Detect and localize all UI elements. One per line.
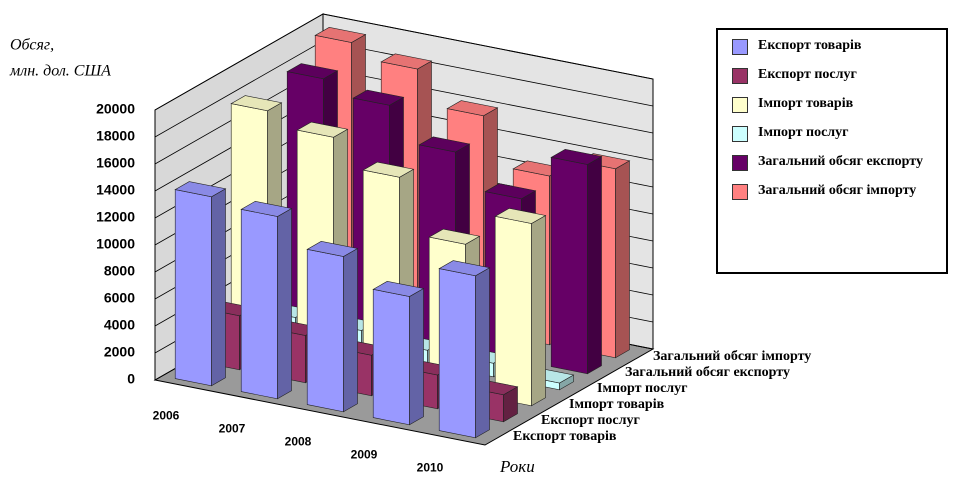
bar-top	[418, 136, 471, 153]
legend-item: Експорт послуг	[724, 67, 940, 84]
x-tick-label: 2008	[285, 435, 312, 449]
depth-label: Загальний обсяг імпорту	[653, 349, 811, 364]
x-tick-label: 2010	[417, 461, 444, 475]
bar-top	[428, 228, 481, 245]
legend-item: Загальний обсяг імпорту	[724, 183, 940, 200]
bar-top	[240, 201, 293, 217]
legend-swatch	[732, 184, 748, 200]
y-tick-label: 0	[127, 371, 135, 387]
bar-top	[352, 89, 405, 106]
y-label: млн. дол. США	[9, 63, 111, 80]
bar-front	[174, 189, 212, 387]
bar-top	[494, 208, 547, 224]
y-tick-label: 10000	[96, 236, 135, 252]
depth-label: Експорт послуг	[541, 413, 640, 428]
legend-item: Імпорт послуг	[724, 125, 940, 142]
bar-top	[362, 161, 415, 178]
legend-swatch	[732, 39, 748, 55]
legend-swatch	[732, 155, 748, 171]
bar	[174, 181, 227, 387]
legend-item: Загальний обсяг експорту	[724, 154, 940, 171]
bar-top	[286, 63, 339, 80]
bar-top	[380, 53, 433, 70]
bar-side	[531, 214, 546, 407]
bar-side	[343, 247, 358, 413]
y-tick-label: 4000	[104, 317, 135, 333]
legend-label: Загальний обсяг імпорту	[758, 183, 917, 198]
depth-label: Імпорт послуг	[597, 381, 688, 396]
legend-label: Експорт послуг	[758, 67, 857, 82]
legend-item: Імпорт товарів	[724, 96, 940, 113]
bar-front	[550, 156, 588, 375]
bar-top	[174, 181, 227, 198]
depth-label: Загальний обсяг експорту	[625, 365, 790, 380]
legend-label: Експорт товарів	[758, 38, 862, 53]
y-tick-label: 14000	[96, 182, 135, 198]
bar-front	[494, 215, 532, 407]
bar-top	[550, 149, 603, 165]
legend-swatch	[732, 68, 748, 84]
legend-label: Імпорт послуг	[758, 125, 849, 140]
legend-label: Імпорт товарів	[758, 96, 854, 111]
bar	[306, 241, 359, 413]
y-tick-label: 6000	[104, 290, 135, 306]
bar-top	[306, 241, 359, 257]
y-tick-label: 12000	[96, 209, 135, 225]
bar-top	[314, 27, 367, 43]
bar-top	[446, 100, 499, 117]
bar	[550, 149, 603, 375]
bar-side	[409, 287, 424, 426]
bar-front	[438, 268, 476, 439]
bar-side	[211, 188, 226, 387]
x-tick-label: 2009	[351, 448, 378, 462]
y-label: Обсяг,	[10, 37, 54, 54]
bar	[494, 208, 547, 407]
grid-line	[154, 13, 654, 111]
legend-swatch	[732, 126, 748, 142]
legend: Експорт товарів Експорт послуг Імпорт това…	[716, 28, 948, 274]
bar	[372, 281, 425, 426]
legend-label: Загальний обсяг експорту	[758, 154, 923, 169]
bar-top	[484, 183, 537, 200]
x-tick-label: 2007	[219, 422, 246, 436]
y-tick-label: 2000	[104, 344, 135, 360]
y-tick-label: 18000	[96, 128, 135, 144]
depth-label: Експорт товарів	[513, 429, 617, 444]
bar-top	[372, 281, 425, 297]
bar	[240, 201, 293, 400]
bar-top	[296, 121, 349, 138]
bar-side	[277, 207, 292, 400]
legend-swatch	[732, 97, 748, 113]
legend-item: Експорт товарів	[724, 38, 940, 55]
depth-label: Імпорт товарів	[569, 397, 665, 412]
bar	[438, 260, 491, 439]
y-tick-label: 16000	[96, 155, 135, 171]
bar-side	[615, 160, 630, 359]
bar-front	[240, 208, 278, 400]
x-label: Роки	[499, 457, 535, 476]
x-tick-label: 2006	[153, 409, 180, 423]
bar-front	[306, 248, 344, 413]
y-tick-label: 20000	[96, 101, 135, 117]
y-tick-label: 8000	[104, 263, 135, 279]
bar-front	[372, 288, 410, 426]
bar-top	[230, 95, 283, 112]
bar-side	[475, 267, 490, 439]
bar-side	[587, 155, 602, 375]
bar-top	[438, 260, 491, 277]
